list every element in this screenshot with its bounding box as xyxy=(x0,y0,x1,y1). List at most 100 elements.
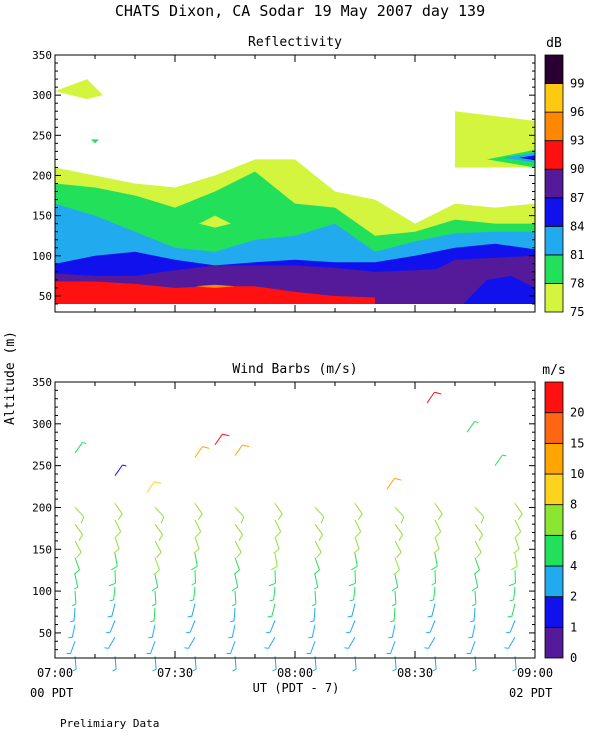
wind-barb-shaft xyxy=(514,536,520,550)
wind-barb xyxy=(430,553,438,571)
wind-barb-flag xyxy=(472,668,477,672)
refl-colorbar-tick-label: 75 xyxy=(570,305,584,319)
wind-barb-flag xyxy=(508,582,516,587)
wind-barb-flag xyxy=(153,569,160,575)
wind-barb xyxy=(510,553,518,571)
wind-barb xyxy=(228,624,236,639)
wind-barb-shaft xyxy=(354,553,358,567)
wind-barb xyxy=(150,607,156,623)
wind-x-tick-label: 09:00 xyxy=(517,666,553,680)
wind-barb xyxy=(74,540,82,558)
wind-barb-flag xyxy=(236,552,242,558)
wind-barb xyxy=(73,557,80,575)
wind-barb-flag xyxy=(480,516,485,524)
wind-barb-shaft xyxy=(514,519,522,532)
wind-barb xyxy=(272,656,277,672)
wind-barb xyxy=(231,574,239,592)
wind-barb-flag xyxy=(72,603,77,607)
wind-barb xyxy=(473,557,480,575)
wind-title: Wind Barbs (m/s) xyxy=(232,362,357,377)
wind-barb-shaft xyxy=(354,519,362,532)
wind-barb-shaft xyxy=(314,557,320,571)
wind-barb xyxy=(506,620,516,633)
wind-barb-shaft xyxy=(354,536,360,550)
wind-barb-shaft xyxy=(109,620,116,633)
wind-barb-shaft xyxy=(514,502,523,515)
wind-colorbar-tick-label: 0 xyxy=(570,651,577,665)
wind-barb xyxy=(514,502,523,521)
wind-barb-flag xyxy=(502,454,507,457)
wind-barb xyxy=(347,603,356,618)
wind-barb xyxy=(426,391,442,404)
wind-barb-shaft xyxy=(434,519,442,532)
wind-barb-shaft xyxy=(70,641,76,654)
refl-colorbar-tick-label: 96 xyxy=(570,105,584,119)
wind-barb-flag xyxy=(430,565,438,571)
wind-barb xyxy=(513,536,520,554)
wind-barb-shaft xyxy=(194,553,198,567)
wind-barb-shaft xyxy=(353,586,356,600)
wind-barb xyxy=(113,536,120,554)
refl-colorbar-title: dB xyxy=(546,36,562,51)
wind-barb-flag xyxy=(264,647,269,649)
wind-barb xyxy=(512,656,517,672)
refl-colorbar-swatch xyxy=(544,225,564,256)
wind-y-tick-label: 250 xyxy=(32,460,52,473)
wind-barb-shaft xyxy=(314,591,317,605)
wind-barb-flag xyxy=(434,391,442,395)
wind-barb xyxy=(354,519,362,538)
wind-barb-shaft xyxy=(391,624,396,638)
wind-barb xyxy=(312,656,317,672)
wind-barb-shaft xyxy=(114,464,123,476)
wind-colorbar-tick-label: 20 xyxy=(570,406,584,420)
wind-barb-shaft xyxy=(154,540,162,553)
wind-barb xyxy=(72,591,77,607)
wind-barb-flag xyxy=(160,516,165,524)
wind-barb-flag xyxy=(232,668,237,672)
wind-barb xyxy=(433,536,440,554)
reflectivity-title: Reflectivity xyxy=(248,35,342,50)
wind-barb xyxy=(349,586,356,602)
wind-barb xyxy=(306,641,316,655)
wind-barb xyxy=(508,570,516,587)
wind-barb xyxy=(494,454,507,466)
wind-x-tick-label: 08:00 xyxy=(277,666,313,680)
wind-barb-flag xyxy=(352,668,357,672)
wind-barb xyxy=(466,421,479,433)
wind-barb-shaft xyxy=(431,603,436,617)
wind-barb-flag xyxy=(429,599,434,602)
wind-x-tick-label: 07:00 xyxy=(37,666,73,680)
wind-barb xyxy=(434,502,443,521)
wind-barb-shaft xyxy=(314,507,325,518)
wind-barb xyxy=(154,540,162,558)
wind-barb-flag xyxy=(233,569,240,575)
wind-barb xyxy=(269,586,276,602)
wind-barb-flag xyxy=(509,599,514,602)
wind-barb xyxy=(346,620,356,633)
wind-colorbar-swatch xyxy=(544,473,564,506)
wind-barb-flag xyxy=(357,513,363,521)
wind-barb-shaft xyxy=(428,636,436,649)
wind-barb-shaft xyxy=(314,523,324,535)
wind-barb xyxy=(431,570,436,586)
wind-barb-shaft xyxy=(511,603,516,617)
wind-barb-flag xyxy=(277,513,283,521)
wind-y-tick-label: 100 xyxy=(32,585,52,598)
wind-colorbar-swatch xyxy=(544,412,564,444)
wind-barb-flag xyxy=(192,668,197,672)
wind-barb xyxy=(107,603,116,618)
reflectivity-region-75 xyxy=(455,111,535,168)
wind-barb-shaft xyxy=(189,620,196,633)
wind-barb xyxy=(427,603,436,618)
wind-barb-flag xyxy=(184,647,189,649)
wind-barb-flag xyxy=(355,531,362,538)
wind-barb xyxy=(234,507,245,524)
wind-barb-shaft xyxy=(234,507,245,518)
wind-barb-flag xyxy=(197,513,203,521)
wind-barb xyxy=(348,570,356,587)
wind-barb-flag xyxy=(391,586,398,592)
wind-barb-flag xyxy=(353,548,360,554)
wind-barb-flag xyxy=(310,620,315,623)
wind-barb xyxy=(474,540,482,558)
